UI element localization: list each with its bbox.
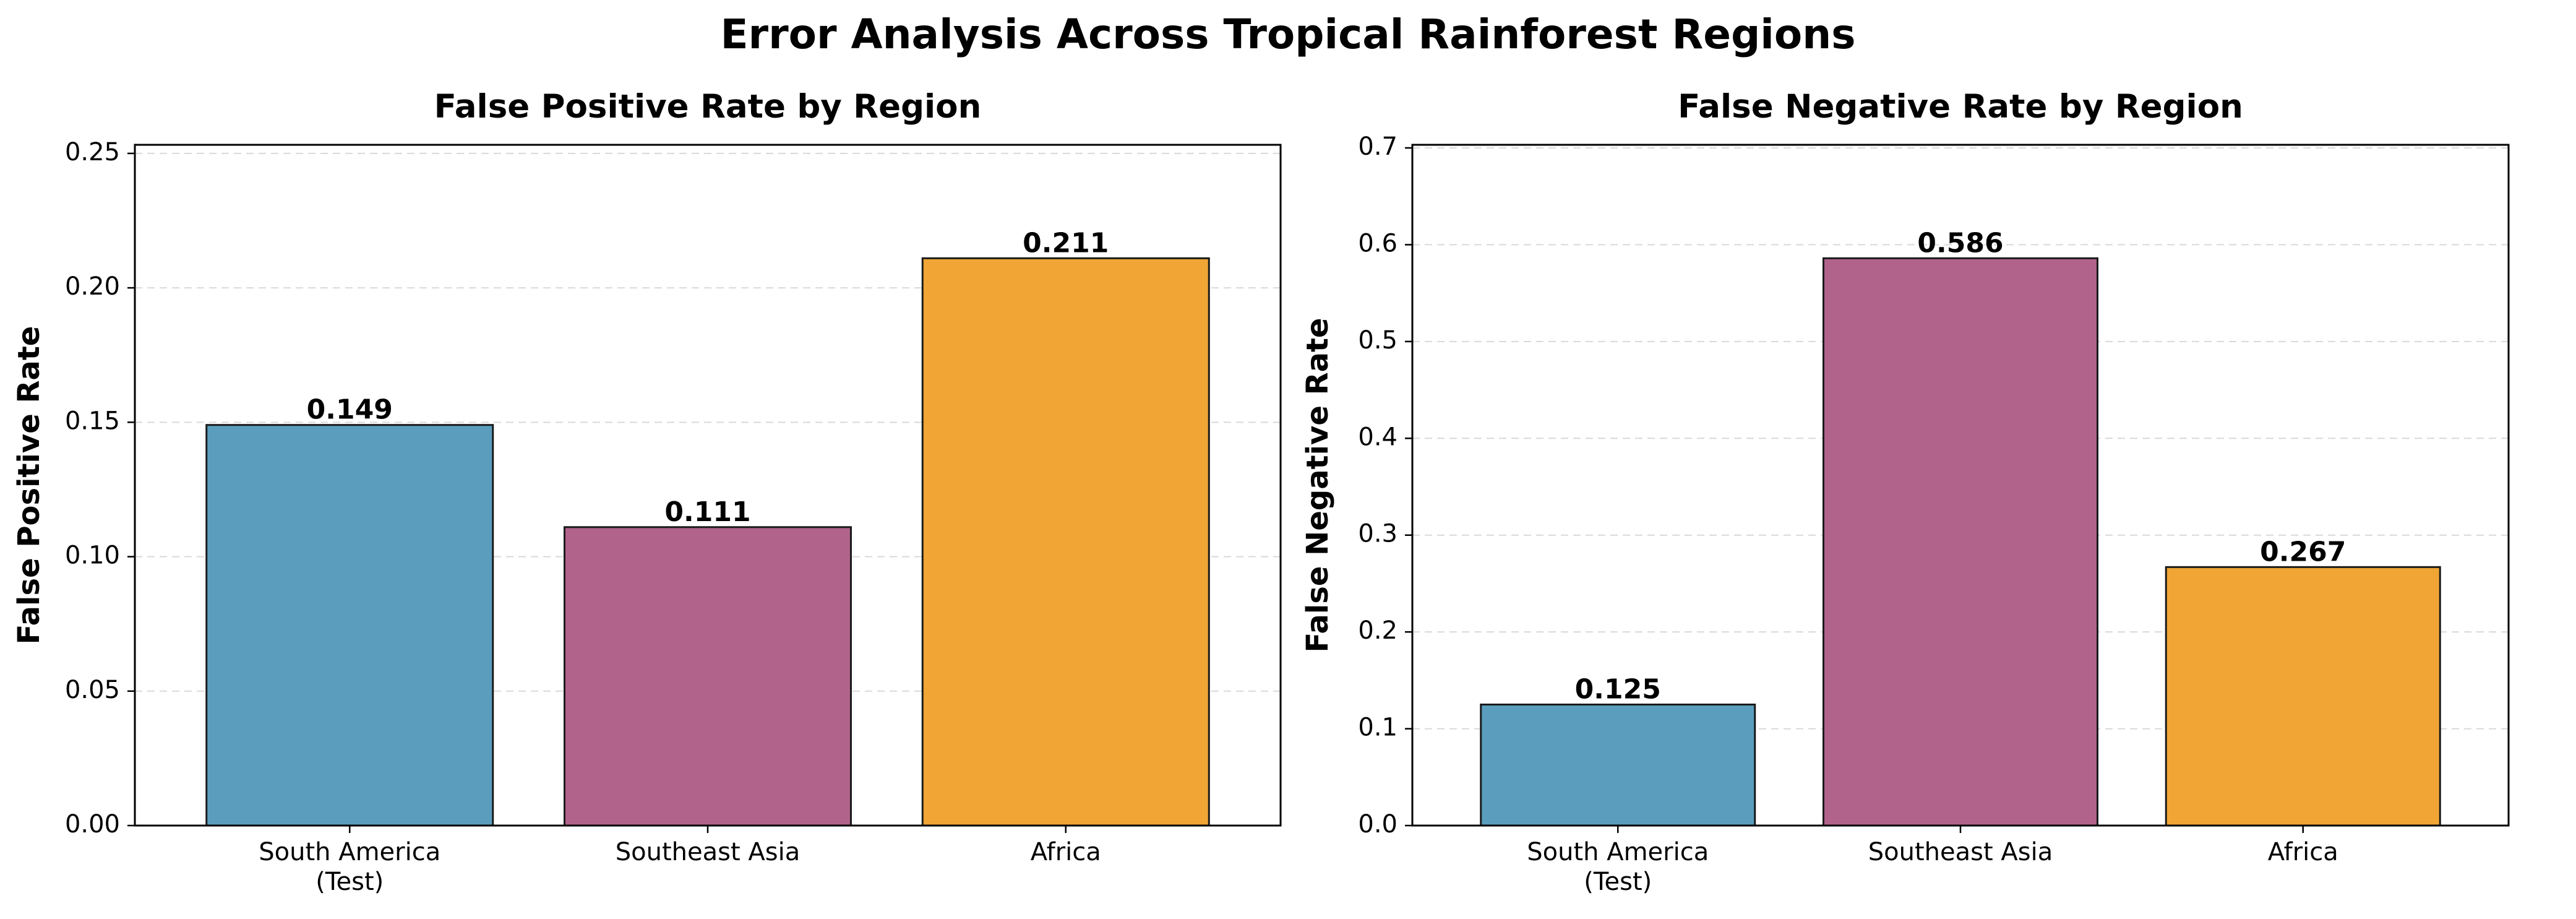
y-tick-label: 0.7 [1358,132,1397,161]
y-tick-label: 0.15 [65,407,120,435]
y-tick-label: 0.6 [1358,229,1397,257]
bar-1 [205,424,494,827]
y-tick-label: 0.20 [65,272,120,301]
y-tick-label: 0.5 [1358,326,1397,355]
y-tick-label: 0.2 [1358,616,1397,645]
chart-panels: 0.149 South America (Test) 0.111 Southeast A… [12,88,2510,896]
y-tick-label: 0.3 [1358,520,1397,548]
bar-value-label: 0.125 [1575,673,1661,705]
x-tick-label: South America (Test) [259,838,440,896]
y-axis-label: False Positive Rate [12,326,46,645]
bar-3 [2165,566,2441,827]
chart-panel-1: 0.149 South America (Test) 0.111 Southeast A… [12,88,1282,896]
bar-3 [921,257,1210,827]
bar-1 [1480,703,1756,827]
x-tick-label: Southeast Asia [616,838,800,866]
chart-title: False Negative Rate by Region [1678,88,2243,126]
x-tick-label: South America (Test) [1527,838,1709,896]
y-axis-label: False Negative Rate [1300,318,1335,653]
y-tick-label: 0.10 [65,541,120,570]
axes-frame [1411,144,2510,827]
bar-value-label: 0.111 [664,496,750,528]
bar-value-label: 0.149 [307,394,393,426]
chart-title: False Positive Rate by Region [434,88,982,126]
bar-value-label: 0.211 [1023,227,1109,259]
axes-frame [134,144,1282,827]
y-tick-label: 0.25 [65,138,120,166]
bar-2 [1823,257,2098,827]
x-tick-label: Africa [2268,838,2338,866]
bar-value-label: 0.267 [2260,536,2346,567]
bar-2 [564,526,852,827]
chart-panel-2: 0.125 South America (Test) 0.586 Southeast A… [1300,88,2510,896]
y-tick-label: 0.1 [1358,714,1397,742]
x-tick-label: Africa [1031,838,1101,866]
y-tick-label: 0.0 [1358,810,1397,839]
y-tick-label: 0.4 [1358,423,1397,451]
y-tick-label: 0.05 [65,676,120,704]
bar-value-label: 0.586 [1917,227,2003,259]
x-tick-label: Southeast Asia [1868,838,2053,866]
figure-title: Error Analysis Across Tropical Rainfores… [720,11,1855,58]
y-tick-label: 0.00 [65,810,120,839]
